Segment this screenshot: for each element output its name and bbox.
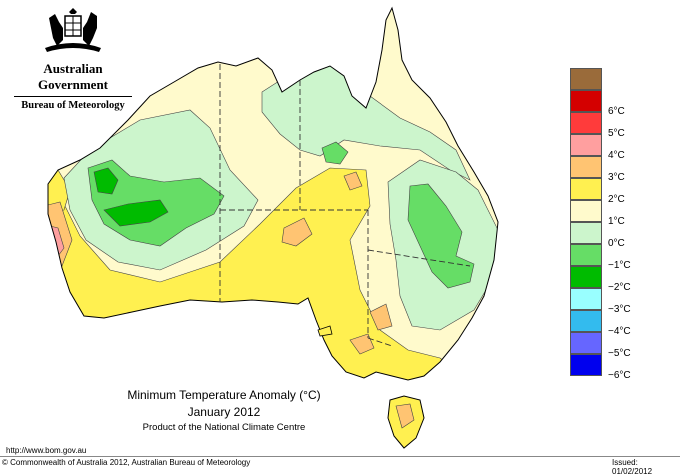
- legend-label: −4°C: [608, 326, 631, 337]
- legend-swatch: [570, 68, 602, 90]
- legend-swatch: [570, 178, 602, 200]
- legend-label: 2°C: [608, 194, 625, 205]
- legend-swatch: [570, 90, 602, 112]
- zone-hot-north: [343, 171, 363, 191]
- coastline: [47, 6, 499, 381]
- zone-cold-east-core: [407, 183, 475, 289]
- map-caption: Minimum Temperature Anomaly (°C) January…: [112, 388, 336, 433]
- footer-divider: [0, 456, 680, 457]
- map-period: January 2012: [187, 405, 261, 419]
- legend-label: −3°C: [608, 304, 631, 315]
- zone-colder-west-b: [103, 199, 169, 227]
- zone-colder-west-a: [93, 167, 119, 195]
- map-title: Minimum Temperature Anomaly (°C): [127, 388, 321, 402]
- legend-swatch: [570, 222, 602, 244]
- zone-cold-north-core: [321, 141, 349, 165]
- legend-swatch: [570, 156, 602, 178]
- legend-label: −2°C: [608, 282, 631, 293]
- bureau-name: Bureau of Meteorology: [21, 100, 125, 111]
- zone-hot-central: [281, 217, 313, 247]
- legend-label: 6°C: [608, 106, 625, 117]
- legend-swatch: [570, 310, 602, 332]
- map-product: Product of the National Climate Centre: [142, 422, 306, 433]
- footer-url[interactable]: http://www.bom.gov.au: [6, 446, 87, 455]
- legend-swatch: [570, 266, 602, 288]
- legend-label: 3°C: [608, 172, 625, 183]
- legend-swatch: [570, 332, 602, 354]
- legend-label: −1°C: [608, 260, 631, 271]
- legend-label: −5°C: [608, 348, 631, 359]
- legend-label: 5°C: [608, 128, 625, 139]
- coat-of-arms-icon: [45, 8, 101, 52]
- footer-copyright: © Commonwealth of Australia 2012, Austra…: [2, 458, 251, 467]
- legend-label: 4°C: [608, 150, 625, 161]
- legend-swatch: [570, 244, 602, 266]
- legend-swatch: [570, 112, 602, 134]
- tasmania-zone: [395, 403, 415, 429]
- legend-swatch: [570, 288, 602, 310]
- legend-label: 0°C: [608, 238, 625, 249]
- kangaroo-island: [317, 325, 333, 337]
- legend-label: −6°C: [608, 370, 631, 381]
- state-borders: [219, 64, 471, 347]
- legend-swatch: [570, 134, 602, 156]
- bom-logo: Australian Government Bureau of Meteorol…: [8, 8, 138, 111]
- zone-hot-southeast: [349, 333, 375, 355]
- legend-label: 1°C: [608, 216, 625, 227]
- legend-swatch: [570, 354, 602, 376]
- zone-hot-sa: [369, 303, 393, 331]
- legend-swatch: [570, 200, 602, 222]
- agency-name: Australian Government: [37, 61, 109, 92]
- logo-divider: [14, 96, 132, 97]
- footer-issued: Issued: 01/02/2012: [612, 458, 653, 476]
